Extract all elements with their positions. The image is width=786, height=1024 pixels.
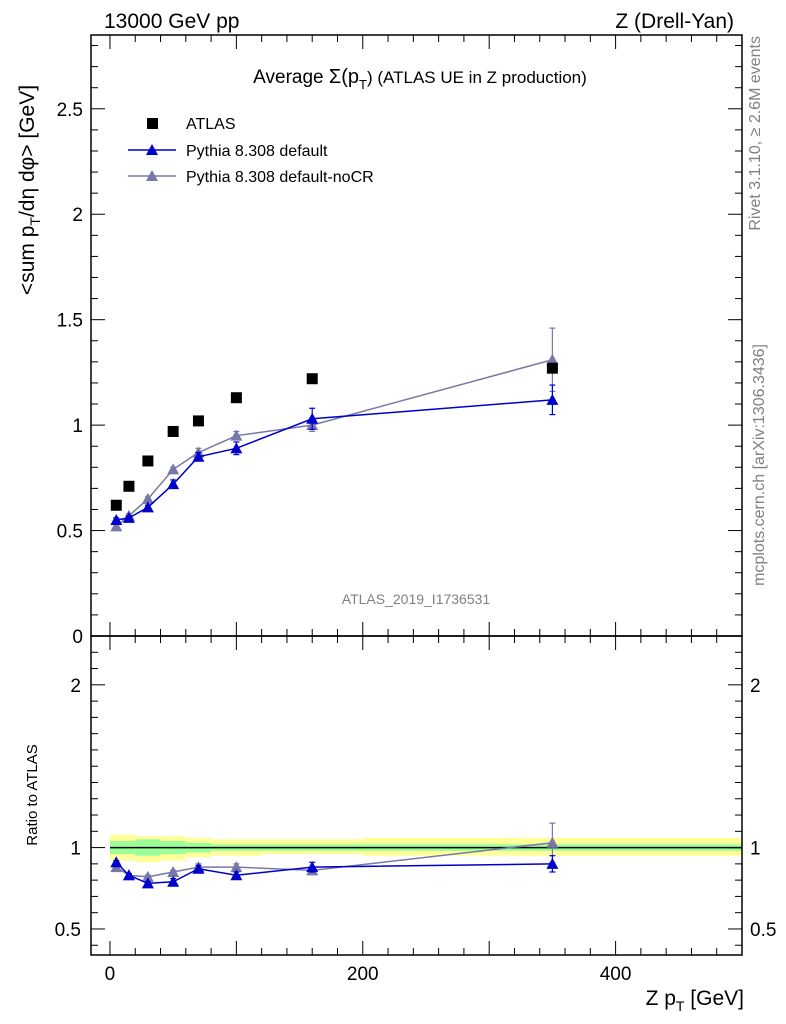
main-ytick-label: 0 <box>72 627 83 648</box>
ratio-y-axis-label: Ratio to ATLAS <box>24 744 41 845</box>
main-ytick-label: 1.5 <box>57 311 83 332</box>
main-data-point <box>192 450 205 462</box>
main-series-line <box>115 359 553 527</box>
ratio-series-0 <box>110 855 559 889</box>
main-ytick-label: 0.5 <box>57 522 83 543</box>
xtick-label: 200 <box>347 964 379 985</box>
main-data-point <box>546 353 559 365</box>
ratio-ytick-label: 2 <box>70 676 81 697</box>
ratio-ytick-label-right: 0.5 <box>750 920 776 941</box>
header-right: Z (Drell-Yan) <box>615 10 734 33</box>
main-data-point <box>306 412 319 424</box>
ratio-data-point <box>546 857 559 869</box>
side-text-mcplots: mcplots.cern.ch [arXiv:1306.3436] <box>751 344 768 586</box>
main-series-line <box>116 399 553 521</box>
main-ytick-label: 2.5 <box>57 100 83 121</box>
main-data-point <box>123 480 135 492</box>
legend-marker-default <box>146 144 158 155</box>
legend-label-nocr: Pythia 8.308 default-noCR <box>186 169 374 186</box>
main-data-point <box>110 499 122 511</box>
main-ytick-label: 2 <box>72 205 83 226</box>
main-data-point <box>230 429 243 441</box>
ratio-ytick-label-right: 1 <box>750 839 761 860</box>
main-y-axis-label: <sum pT/dη dφ> [GeV] <box>16 85 43 295</box>
ratio-data-point <box>192 862 205 874</box>
main-data-point <box>546 393 559 405</box>
main-series-0 <box>110 362 558 511</box>
main-ytick-label: 1 <box>72 416 83 437</box>
ratio-data-point <box>306 861 319 873</box>
ratio-data-point <box>122 869 135 881</box>
main-data-point <box>546 362 558 374</box>
analysis-label: ATLAS_2019_I1736531 <box>342 591 491 607</box>
main-data-point <box>110 520 123 532</box>
ratio-data-point <box>230 869 243 881</box>
legend-label-default: Pythia 8.308 default <box>186 143 328 160</box>
ratio-ytick-label: 1 <box>70 839 81 860</box>
series-layer <box>110 327 559 889</box>
main-series-1 <box>110 384 559 526</box>
main-data-point <box>167 478 180 490</box>
axes-frames <box>90 34 743 956</box>
ratio-data-point <box>141 877 154 889</box>
main-data-point <box>142 455 154 467</box>
xtick-label: 0 <box>105 964 116 985</box>
legend-label-atlas: ATLAS <box>186 116 236 133</box>
ratio-data-point <box>110 856 123 868</box>
ratio-data-point <box>546 836 559 848</box>
main-data-point <box>122 511 135 523</box>
xtick-label: 400 <box>600 964 632 985</box>
ratio-series-line <box>115 861 553 885</box>
ratio-ytick-label-right: 2 <box>750 676 761 697</box>
ratio-ytick-label: 0.5 <box>55 920 81 941</box>
main-data-point <box>110 514 123 526</box>
side-text-rivet: Rivet 3.1.10, ≥ 2.6M events <box>747 36 764 231</box>
ratio-data-point <box>141 870 154 882</box>
ratio-data-point <box>230 861 243 873</box>
main-data-point <box>306 373 318 385</box>
main-data-point <box>167 463 180 475</box>
main-data-point <box>192 415 204 427</box>
tick-labels: 0 0.5 1 1.5 2 2.5 0.5 0.5 1 1 2 2 0 200 400 <box>55 100 777 985</box>
header-left: 13000 GeV pp <box>104 10 239 33</box>
main-data-point <box>230 442 243 454</box>
ratio-uncertainty-bands <box>109 834 742 863</box>
x-axis-label: Z pT [GeV] <box>646 987 744 1014</box>
ratio-data-point <box>167 875 180 887</box>
main-data-point <box>230 392 242 404</box>
ratio-frame <box>90 635 743 956</box>
main-data-point <box>141 492 154 504</box>
main-data-point <box>141 501 154 513</box>
legend-marker-atlas <box>147 118 158 129</box>
legend: ATLAS Pythia 8.308 default Pythia 8.308 … <box>128 116 374 186</box>
legend-marker-nocr <box>146 170 158 181</box>
main-title: Average Σ(pT) (ATLAS UE in Z production) <box>253 66 587 92</box>
main-data-point <box>167 425 179 437</box>
ratio-data-point <box>167 865 180 877</box>
